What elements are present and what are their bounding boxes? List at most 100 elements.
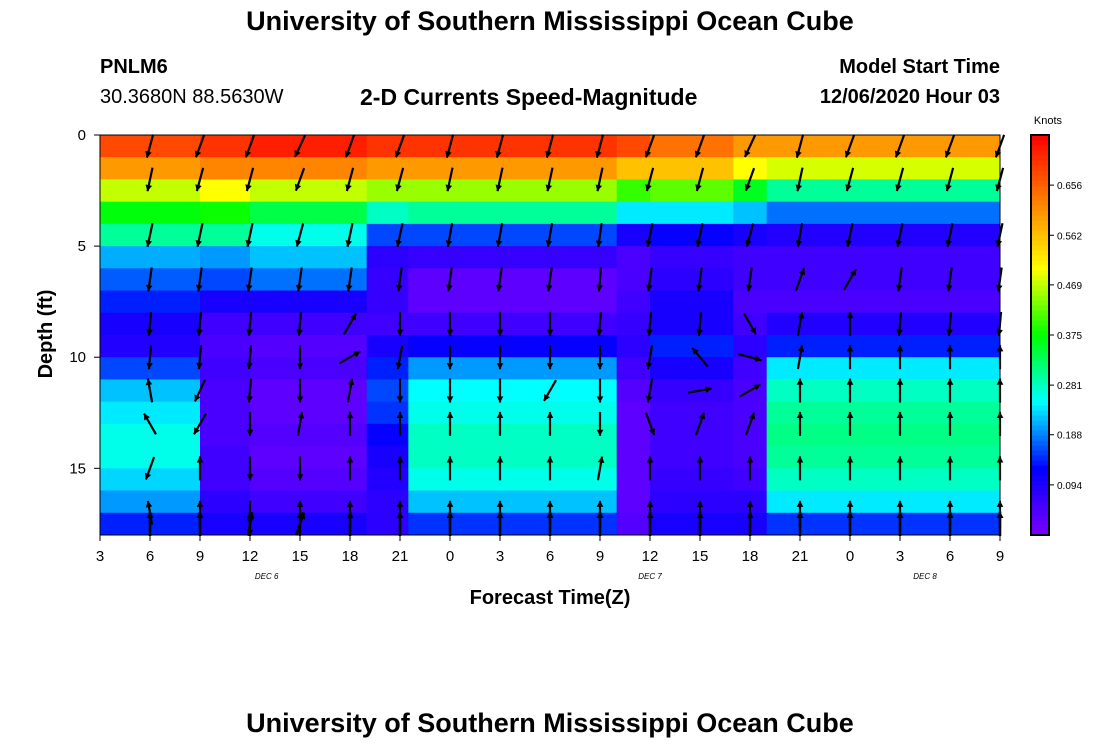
heatmap-cell: [616, 268, 651, 292]
velocity-arrow: [296, 411, 305, 436]
arrow-head: [696, 511, 704, 519]
model-start-value: 12/06/2020 Hour 03: [819, 86, 1000, 108]
velocity-arrow: [645, 167, 655, 192]
arrow-head: [596, 511, 604, 519]
colorbar-band: [1031, 255, 1049, 261]
velocity-arrow: [144, 456, 156, 480]
velocity-arrow: [146, 511, 154, 536]
arrow-head: [748, 412, 756, 420]
colorbar-band: [1031, 225, 1049, 231]
x-tick-label: 3: [496, 548, 504, 565]
heatmap-cell: [366, 401, 409, 425]
colorbar-band: [1031, 310, 1049, 316]
velocity-arrow: [496, 311, 504, 336]
heatmap-cell: [733, 335, 768, 358]
arrow-head: [445, 240, 453, 247]
arrow-head: [946, 456, 954, 463]
velocity-arrow: [896, 411, 904, 436]
velocity-arrow: [396, 456, 404, 481]
velocity-arrow: [495, 167, 504, 192]
heatmap-cell: [408, 446, 618, 469]
heatmap-cell: [408, 335, 618, 358]
velocity-arrow: [946, 511, 954, 536]
velocity-arrow: [644, 134, 656, 158]
arrow-head: [146, 329, 153, 336]
arrow-head: [496, 411, 504, 419]
arrow-head: [695, 184, 702, 192]
colorbar-band: [1031, 495, 1049, 501]
heatmap-cell: [650, 312, 734, 336]
arrow-head: [645, 284, 653, 292]
arrow-head: [696, 500, 704, 507]
arrow-head: [544, 393, 550, 401]
arrow-head: [596, 396, 604, 403]
heatmap-cell: [100, 179, 201, 203]
colorbar-band: [1031, 355, 1049, 361]
velocity-arrow: [546, 411, 554, 436]
velocity-arrow: [646, 456, 654, 481]
heatmap-cell: [200, 201, 251, 225]
arrow-head: [295, 239, 302, 247]
velocity-arrow: [445, 167, 454, 192]
velocity-arrow: [687, 386, 713, 394]
heatmap-cell: [616, 157, 651, 180]
velocity-arrow: [496, 511, 504, 536]
velocity-arrow: [596, 267, 603, 292]
arrow-head: [896, 345, 904, 352]
velocity-arrow: [896, 345, 904, 370]
arrow-head: [345, 284, 353, 292]
heatmap-cell: [616, 379, 651, 403]
heatmap-cell: [650, 290, 734, 314]
colorbar-band: [1031, 240, 1049, 246]
colorbar-band: [1031, 480, 1049, 486]
velocity-arrow: [546, 345, 554, 370]
x-tick-label: 3: [96, 548, 104, 565]
heatmap-cell: [650, 246, 734, 269]
arrow-head: [896, 500, 904, 507]
colorbar-band: [1031, 465, 1049, 471]
arrow-head: [895, 184, 902, 192]
arrow-head: [796, 511, 804, 519]
heatmap-cell: [650, 223, 734, 247]
arrow-head: [545, 184, 553, 192]
colorbar-band: [1031, 280, 1049, 286]
heatmap-cell: [766, 179, 1001, 203]
arrow-head: [294, 150, 301, 157]
colorbar-band: [1031, 140, 1049, 146]
heatmap-cell: [616, 223, 651, 247]
arrow-head: [395, 362, 403, 370]
colorbar-band: [1031, 260, 1049, 266]
colorbar-band: [1031, 410, 1049, 416]
velocity-arrow: [145, 134, 155, 158]
arrow-head: [745, 284, 753, 292]
colorbar-band: [1031, 475, 1049, 481]
velocity-arrow: [846, 456, 854, 481]
heatmap-cell: [250, 335, 368, 358]
heatmap-cell: [650, 357, 734, 380]
heatmap-cell: [616, 201, 651, 225]
heatmap-cell: [408, 135, 618, 158]
arrow-head: [846, 311, 854, 319]
arrow-head: [744, 150, 751, 157]
heatmap-cell: [200, 135, 251, 158]
velocity-arrow: [696, 511, 704, 536]
velocity-arrow: [895, 223, 904, 247]
arrow-head: [296, 396, 304, 403]
velocity-arrow: [396, 511, 404, 536]
colorbar-band: [1031, 440, 1049, 446]
colorbar-band: [1031, 470, 1049, 476]
x-tick-label: 18: [342, 548, 359, 565]
velocity-arrow: [446, 511, 454, 536]
arrow-head: [346, 411, 354, 419]
velocity-arrow: [296, 378, 304, 403]
velocity-arrow: [339, 350, 361, 365]
arrow-head: [396, 396, 404, 403]
heatmap-cell: [200, 446, 251, 469]
x-tick-label: 21: [792, 548, 809, 565]
colorbar-band: [1031, 515, 1049, 521]
arrow-head: [944, 150, 952, 158]
colorbar-band: [1031, 235, 1049, 241]
velocity-arrow: [795, 222, 804, 248]
velocity-arrow: [246, 511, 254, 536]
